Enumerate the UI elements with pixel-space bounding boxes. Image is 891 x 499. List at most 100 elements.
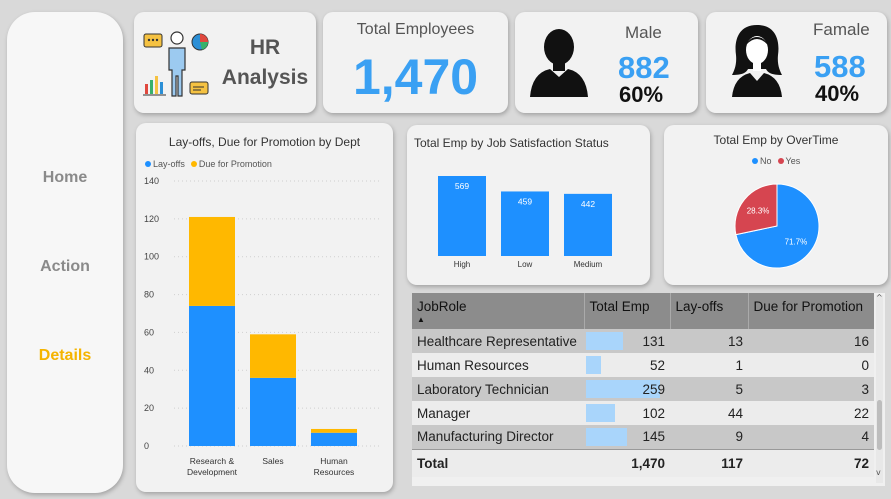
y-tick-label: 80 bbox=[144, 290, 154, 300]
cell-total-emp-value: 259 bbox=[642, 381, 665, 397]
header-card: HR Analysis bbox=[134, 12, 316, 113]
table-scrollbar[interactable]: ^ v bbox=[876, 293, 883, 483]
female-percent: 40% bbox=[815, 81, 860, 106]
bar-layoffs[interactable] bbox=[311, 432, 357, 446]
total-employees-value: 1,470 bbox=[352, 49, 479, 105]
female-avatar-icon bbox=[732, 25, 782, 97]
col-jobrole-label: JobRole bbox=[417, 299, 467, 314]
col-due-promotion[interactable]: Due for Promotion bbox=[748, 293, 874, 329]
data-bar bbox=[586, 404, 615, 422]
dept-chart-title: Lay-offs, Due for Promotion by Dept bbox=[168, 135, 361, 149]
total-label: Total bbox=[412, 448, 584, 477]
bar-data-label: 569 bbox=[455, 181, 469, 191]
y-tick-label: 40 bbox=[144, 365, 154, 375]
cell-due-promotion: 4 bbox=[748, 425, 874, 449]
cell-total-emp-value: 145 bbox=[642, 429, 665, 445]
cell-layoffs: 9 bbox=[670, 425, 748, 449]
cell-total-emp-value: 131 bbox=[642, 333, 665, 349]
cell-jobrole: Manager bbox=[412, 401, 584, 425]
cell-jobrole: Human Resources bbox=[412, 353, 584, 377]
legend-layoffs: Lay-offs bbox=[145, 159, 185, 169]
x-tick-label: Research & bbox=[190, 456, 235, 466]
cell-total-emp: 259 bbox=[584, 377, 670, 401]
cell-due-promotion: 22 bbox=[748, 401, 874, 425]
sort-desc-icon[interactable]: ▲ bbox=[417, 315, 425, 324]
legend-promotion-label: Due for Promotion bbox=[198, 159, 272, 169]
data-bar bbox=[586, 380, 660, 398]
cell-layoffs: 44 bbox=[670, 401, 748, 425]
total-emp: 1,470 bbox=[584, 448, 670, 477]
header-title-line2: Analysis bbox=[221, 66, 309, 89]
y-tick-label: 100 bbox=[144, 252, 159, 262]
table-row[interactable]: Healthcare Representative 131 13 16 bbox=[412, 329, 874, 353]
legend-yes-label: Yes bbox=[785, 156, 801, 166]
table-row[interactable]: Manufacturing Director 145 9 4 bbox=[412, 425, 874, 449]
y-tick-label: 60 bbox=[144, 327, 154, 337]
female-card: Famale 588 40% bbox=[706, 12, 887, 113]
nav-action[interactable]: Action bbox=[40, 258, 90, 275]
bar-layoffs[interactable] bbox=[189, 305, 235, 446]
y-tick-label: 0 bbox=[144, 441, 149, 451]
satisfaction-chart-title: Total Emp by Job Satisfaction Status bbox=[414, 136, 609, 150]
female-count: 588 bbox=[814, 49, 866, 84]
cell-total-emp: 145 bbox=[584, 425, 670, 449]
cell-due-promotion: 16 bbox=[748, 329, 874, 353]
bar-layoffs[interactable] bbox=[250, 377, 296, 446]
bar-data-label: 459 bbox=[518, 196, 532, 206]
legend-promotion: Due for Promotion bbox=[190, 159, 272, 169]
dept-chart-legend: Lay-offs Due for Promotion bbox=[145, 159, 272, 169]
overtime-chart-card: Total Emp by OverTime No Yes 71.7% 28.3% bbox=[664, 125, 888, 285]
nav-home[interactable]: Home bbox=[42, 169, 88, 186]
satisfaction-chart-card: Total Emp by Job Satisfaction Status 569… bbox=[407, 125, 650, 285]
cell-layoffs: 1 bbox=[670, 353, 748, 377]
col-jobrole[interactable]: JobRole ▲ bbox=[412, 293, 585, 329]
bar-promotion[interactable] bbox=[250, 334, 296, 378]
table-row[interactable]: Manager 102 44 22 bbox=[412, 401, 874, 425]
cell-jobrole: Healthcare Representative bbox=[412, 329, 584, 353]
total-layoffs: 117 bbox=[670, 448, 748, 477]
total-promotion: 72 bbox=[748, 448, 874, 477]
table-total-row: Total 1,470 117 72 bbox=[412, 448, 874, 477]
y-tick-label: 140 bbox=[144, 176, 159, 186]
male-count: 882 bbox=[618, 50, 670, 85]
hr-analysis-icon bbox=[143, 31, 209, 97]
pie-slice-yes[interactable] bbox=[734, 183, 778, 236]
cell-layoffs: 5 bbox=[670, 377, 748, 401]
header-title-line1: HR bbox=[249, 36, 281, 59]
nav-details[interactable]: Details bbox=[38, 347, 92, 364]
legend-no-label: No bbox=[760, 156, 772, 166]
table-row[interactable]: Human Resources 52 1 0 bbox=[412, 353, 874, 377]
x-tick-label: Development bbox=[187, 467, 238, 477]
x-tick-label: Resources bbox=[314, 467, 355, 477]
x-tick-label: Low bbox=[518, 260, 533, 269]
satisfaction-bar[interactable] bbox=[501, 191, 549, 256]
satisfaction-bar[interactable] bbox=[438, 176, 486, 256]
cell-total-emp: 131 bbox=[584, 329, 670, 353]
data-bar bbox=[586, 356, 601, 374]
scroll-down-icon[interactable]: v bbox=[876, 468, 881, 477]
table-row[interactable]: Laboratory Technician 259 5 3 bbox=[412, 377, 874, 401]
male-card: Male 882 60% bbox=[515, 12, 698, 113]
scroll-up-icon[interactable]: ^ bbox=[876, 293, 883, 302]
x-tick-label: High bbox=[454, 260, 470, 269]
cell-jobrole: Manufacturing Director bbox=[412, 425, 584, 449]
jobrole-table: JobRole ▲ Total Emp Lay-offs Due for Prom… bbox=[412, 293, 885, 486]
pie-data-label: 71.7% bbox=[785, 237, 808, 246]
cell-due-promotion: 0 bbox=[748, 353, 874, 377]
scroll-thumb[interactable] bbox=[877, 400, 882, 450]
bar-promotion[interactable] bbox=[189, 216, 235, 306]
dept-chart-card: Lay-offs, Due for Promotion by Dept Lay-… bbox=[136, 123, 393, 492]
data-bar bbox=[586, 428, 627, 446]
y-tick-label: 20 bbox=[144, 403, 154, 413]
cell-total-emp-value: 102 bbox=[642, 405, 665, 421]
legend-no: No bbox=[752, 156, 772, 166]
cell-jobrole: Laboratory Technician bbox=[412, 377, 584, 401]
col-layoffs[interactable]: Lay-offs bbox=[670, 293, 749, 329]
satisfaction-bar[interactable] bbox=[564, 193, 612, 256]
overtime-legend: No Yes bbox=[752, 156, 800, 166]
bar-promotion[interactable] bbox=[311, 428, 357, 433]
data-bar bbox=[586, 332, 623, 350]
col-total-emp[interactable]: Total Emp bbox=[584, 293, 671, 329]
pie-data-label: 28.3% bbox=[747, 207, 770, 216]
satisfaction-bar-chart: 569 High 459 Low 442 Medium bbox=[438, 176, 612, 269]
